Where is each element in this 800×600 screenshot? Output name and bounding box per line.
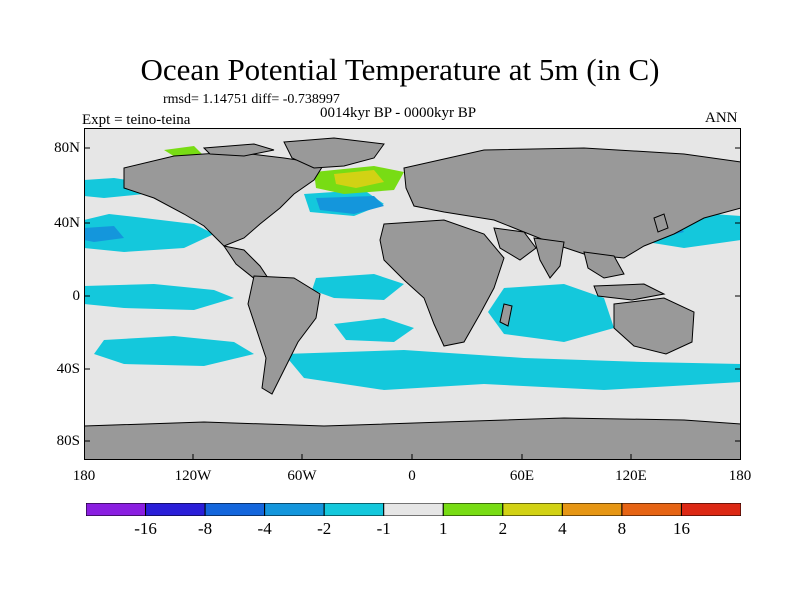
- landmass-eurasia: [403, 147, 741, 259]
- landmass-india: [533, 237, 565, 279]
- period-label: 0014kyr BP - 0000kyr BP: [320, 105, 477, 121]
- colorbar-box-3: [264, 503, 325, 516]
- landmass-madagascar: [499, 303, 513, 327]
- experiment-label: Expt = teino-teina: [82, 112, 191, 128]
- lon-label-0: 0: [408, 468, 416, 484]
- landmass-arctic-islands: [202, 143, 275, 157]
- colorbar-box-2: [204, 503, 266, 516]
- stats-text: rmsd= 1.14751 diff= -0.738997: [163, 92, 340, 107]
- lon-label-60w: 60W: [287, 468, 317, 484]
- colorbar-label: -16: [134, 519, 157, 538]
- landmass-southeast-asia: [583, 251, 625, 279]
- cool-band-north-pacific-west: [84, 214, 214, 252]
- lat-label-40s: 40S: [56, 361, 80, 377]
- colorbar-box-6: [442, 503, 504, 516]
- lon-label-120w: 120W: [174, 468, 212, 484]
- colorbar-box-5: [383, 503, 444, 516]
- colorbar-box-8: [561, 503, 623, 516]
- lon-label-60e: 60E: [509, 468, 535, 484]
- landmass-japan: [653, 213, 669, 233]
- landmass-south-america: [247, 275, 321, 395]
- map-title: Ocean Potential Temperature at 5m (in C): [140, 52, 660, 87]
- lon-ticks: [192, 454, 632, 460]
- landmass-greenland: [283, 137, 385, 169]
- lon-label-180e: 180: [728, 468, 752, 484]
- colorbar-label: 2: [498, 519, 508, 538]
- colorbar-box-4: [323, 503, 385, 516]
- landmass-arabia: [493, 227, 537, 261]
- cool-band-south-atlantic: [334, 318, 414, 342]
- colorbar-box-0: [86, 503, 147, 516]
- colorbar-box-9: [621, 503, 682, 516]
- lat-ticks: [84, 147, 741, 442]
- colorbar-label: 4: [558, 519, 567, 538]
- lon-label-180w: 180: [72, 468, 96, 484]
- colorbar-box-7: [502, 503, 563, 516]
- cool-band-southern-ocean: [284, 350, 741, 390]
- cool-core-north-atlantic: [316, 196, 384, 214]
- landmass-maritime-continent: [593, 283, 666, 301]
- colorbar-box-1: [145, 503, 206, 516]
- lon-label-120e: 120E: [615, 468, 647, 484]
- lat-label-40n: 40N: [54, 215, 80, 231]
- colorbar-label: -2: [317, 519, 332, 538]
- cool-band-tropical-atlantic: [312, 274, 404, 300]
- landmass-north-america: [123, 151, 325, 247]
- colorbar-label: -8: [197, 519, 213, 538]
- lat-label-80s: 80S: [56, 433, 80, 449]
- landmass-antarctica: [84, 417, 741, 460]
- landmass-africa: [379, 219, 505, 347]
- colorbar-label: 1: [439, 519, 448, 538]
- cool-band-south-pacific: [94, 336, 254, 366]
- colorbar-label: -1: [376, 519, 391, 538]
- colorbar-label: 16: [672, 519, 690, 538]
- lat-label-0: 0: [72, 288, 81, 304]
- cool-core-north-pacific: [84, 226, 124, 242]
- cool-band-indian-ocean: [488, 284, 614, 342]
- landmass-australia: [613, 297, 695, 355]
- colorbar-label: 8: [617, 519, 627, 538]
- colorbar-label: -4: [257, 519, 272, 538]
- season-label: ANN: [705, 110, 738, 126]
- cool-band-equatorial-pacific: [84, 284, 234, 310]
- land-masses: [84, 137, 741, 460]
- cool-anomaly-regions: [84, 162, 741, 390]
- warm-core-nordic-seas: [334, 170, 384, 188]
- lat-label-80n: 80N: [54, 140, 80, 156]
- world-map: [84, 128, 741, 460]
- colorbar-box-10: [680, 503, 741, 516]
- colorbar: [86, 503, 741, 516]
